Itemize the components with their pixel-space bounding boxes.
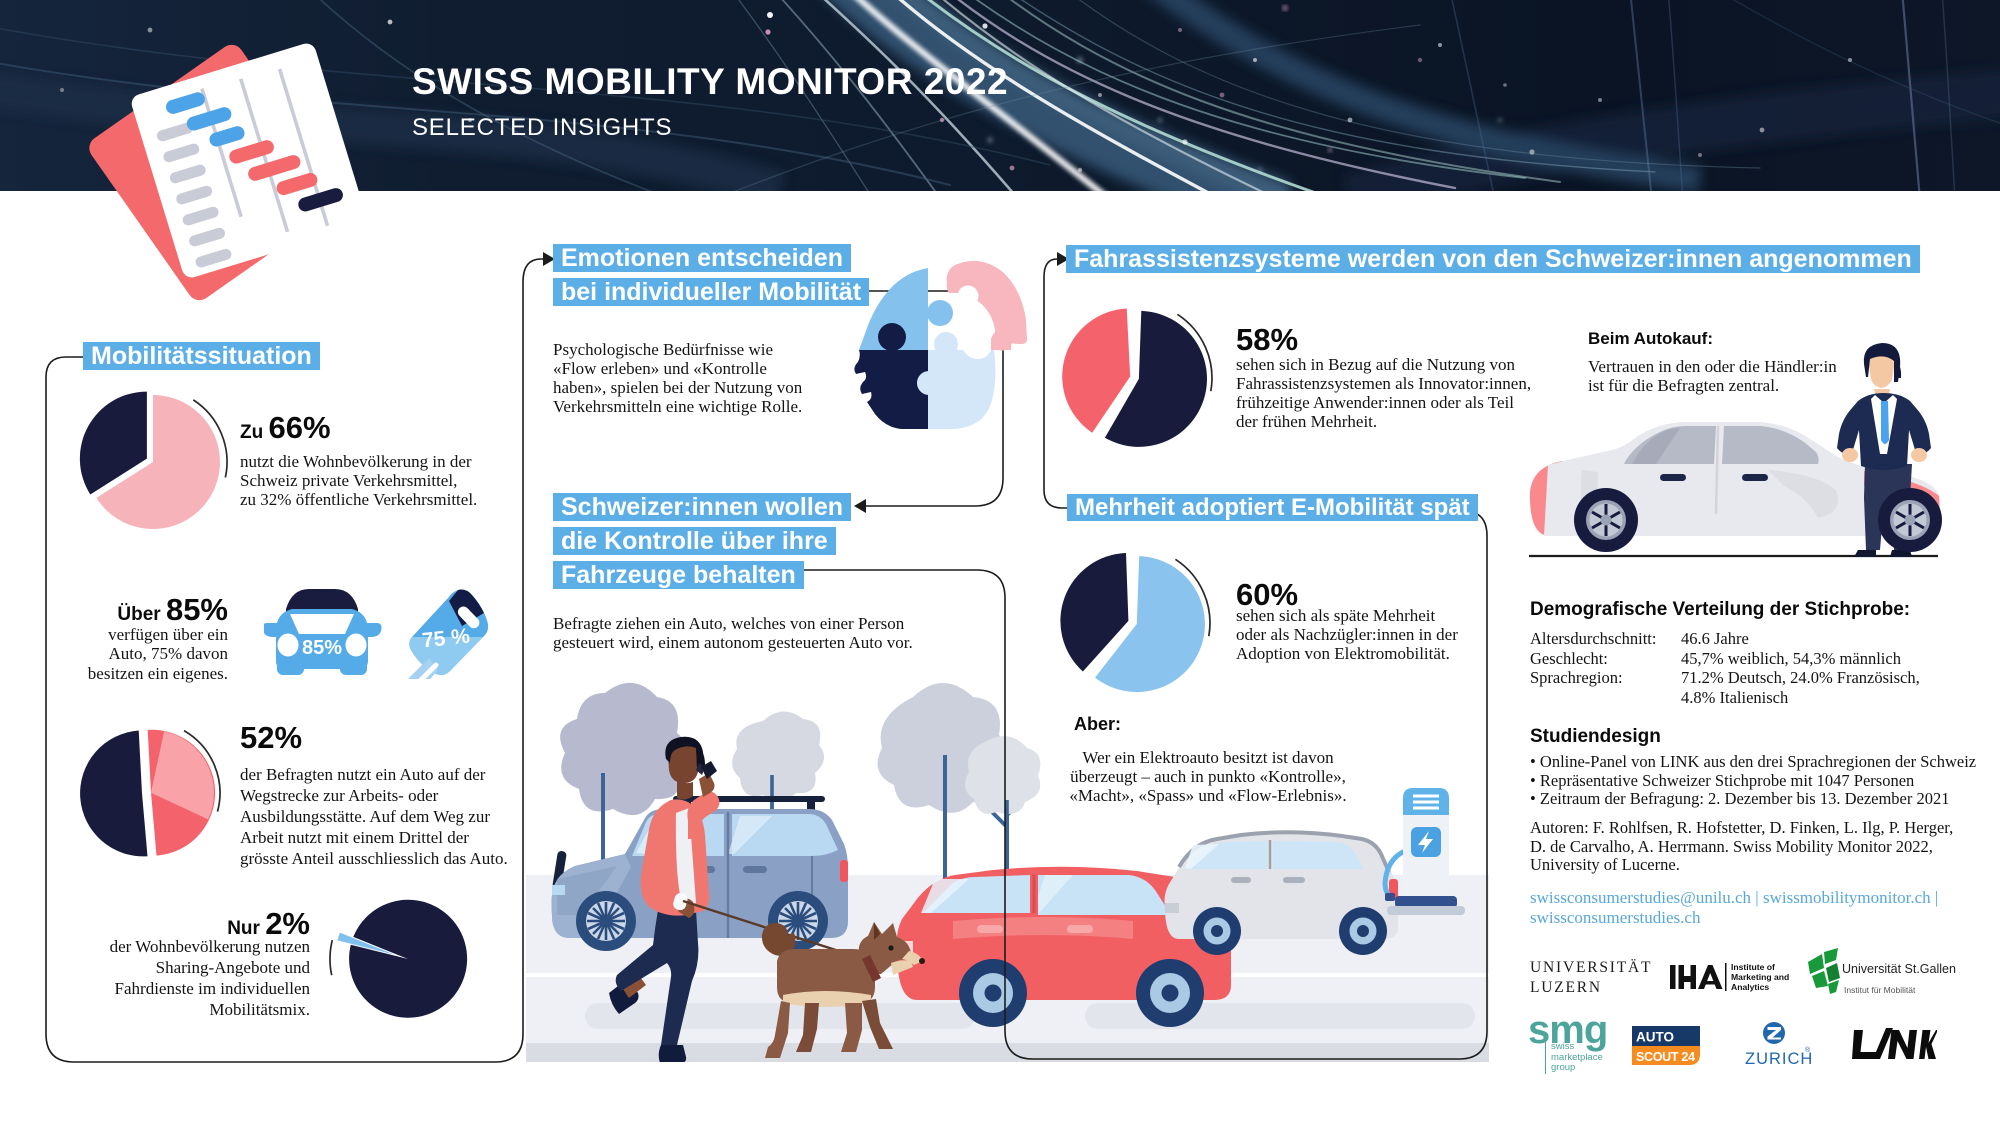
svg-text:Institute of: Institute of — [1731, 962, 1775, 972]
svg-text:ZURICH: ZURICH — [1745, 1050, 1813, 1068]
svg-text:SCOUT 24: SCOUT 24 — [1636, 1050, 1695, 1064]
svg-text:®: ® — [1805, 1046, 1811, 1054]
svg-text:AUTO: AUTO — [1636, 1030, 1674, 1045]
svg-text:Institut für Mobilität: Institut für Mobilität — [1844, 985, 1916, 995]
svg-text:Analytics: Analytics — [1731, 982, 1769, 992]
svg-text:75 %: 75 % — [421, 625, 471, 653]
svg-text:Marketing and: Marketing and — [1731, 972, 1789, 982]
svg-text:85%: 85% — [302, 637, 342, 659]
svg-text:Universität St.Gallen: Universität St.Gallen — [1842, 962, 1956, 976]
